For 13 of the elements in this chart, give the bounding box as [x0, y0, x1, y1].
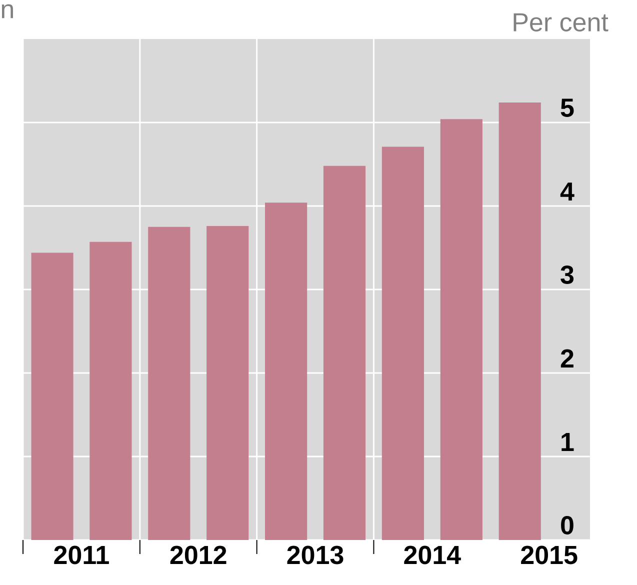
- x-tick-label: 2012: [170, 546, 226, 564]
- x-tick-label: 2011: [54, 546, 109, 564]
- y-tick-label: 2: [560, 349, 574, 368]
- y-tick-label: 5: [560, 98, 574, 117]
- y-tick-label: 1: [562, 433, 574, 451]
- y-tick-label: 0: [561, 516, 574, 534]
- text: n: [2, 4, 13, 18]
- x-tick-label: 2013: [287, 546, 344, 564]
- x-tick-label: 2015: [521, 546, 578, 564]
- x-tick-label: 2014: [404, 546, 461, 564]
- y-axis-title: Per cent: [514, 13, 608, 32]
- y-tick-label: 3: [560, 266, 574, 284]
- y-tick-label: 4: [560, 182, 574, 200]
